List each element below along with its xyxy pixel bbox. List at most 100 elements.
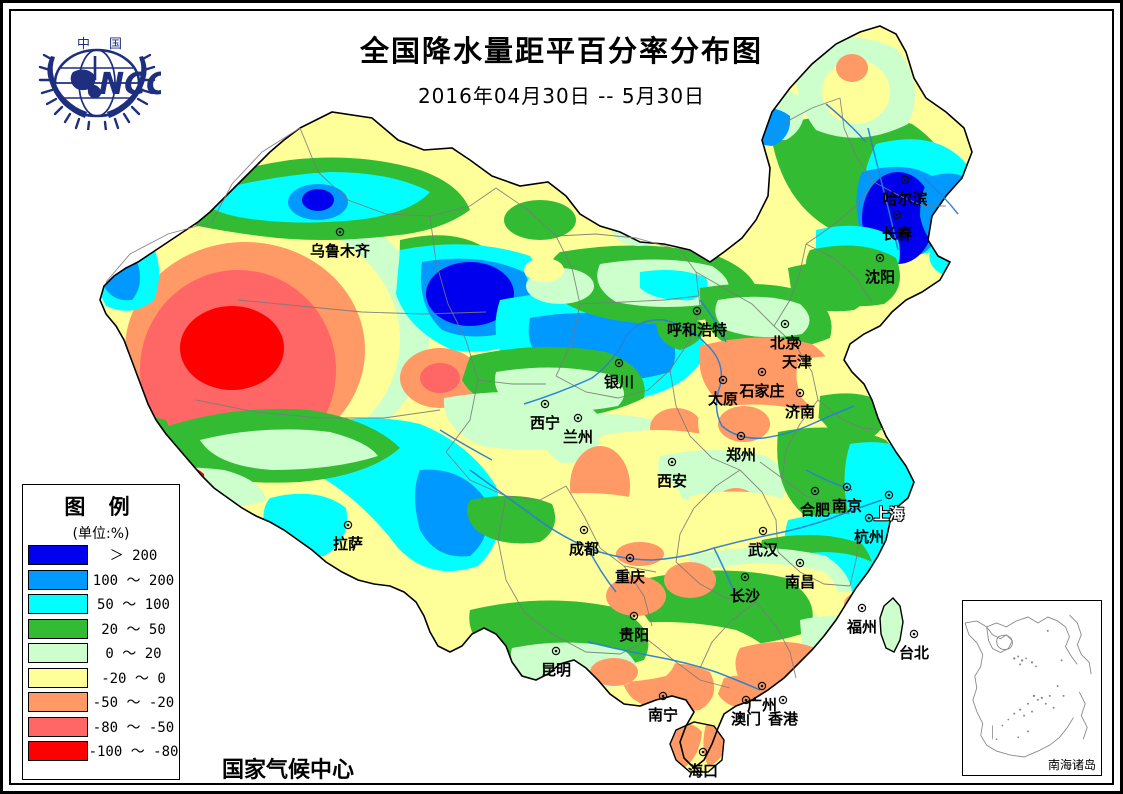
city-dot [857,603,867,613]
legend-swatch [28,741,88,762]
city-dot [718,375,728,385]
city-label: 福州 [846,618,878,636]
legend-rows: ＞ 200 100 ～ 200 50 ～ 100 20 ～ 50 0 ～ 20 -20 ～… [23,543,179,764]
city-label: 台北 [898,644,930,662]
city-label: 乌鲁木齐 [309,242,371,260]
city-dot [792,338,802,348]
legend-label: ＞ 200 [109,548,158,565]
city-dot [741,695,751,705]
inner-frame [9,9,1114,785]
attribution-text: 国家气候中心 [222,758,355,783]
legend-row: -50 ～ -20 [28,690,179,715]
city-dot [540,399,550,409]
legend-swatch [28,545,88,566]
city-dot [909,629,919,639]
legend-row: 100 ～ 200 [28,568,179,593]
logo-acronym: NCC [99,67,161,102]
city-label: 沈阳 [864,268,896,286]
page-subtitle: 2016年04月30日 -- 5月30日 [417,84,706,108]
taiwan-outline [879,597,904,653]
legend-label: -100 ～ -80 [88,744,179,761]
city-label: 杭州 [853,528,885,546]
city-label: 南京 [831,497,863,515]
legend-label: -50 ～ -20 [92,695,175,712]
city-dot [757,681,767,691]
city-label: 西宁 [529,414,561,432]
city-label: 济南 [784,403,816,421]
city-dot [692,306,702,316]
legend-row: -80 ～ -50 [28,715,179,740]
legend-swatch [28,667,88,688]
legend-swatch [28,643,88,664]
city-dot [757,367,767,377]
ncc-logo: 中 国 NCC [33,26,168,133]
legend-label: -80 ～ -50 [92,719,175,736]
city-dot [614,358,624,368]
legend-row: 50 ～ 100 [28,592,179,617]
city-dot [629,611,639,621]
city-markers [335,175,919,757]
city-label: 太原 [707,390,739,408]
legend-swatch [28,692,88,713]
legend-swatch [28,618,88,639]
legend-row: 20 ～ 50 [28,617,179,642]
legend-swatch [28,716,88,737]
city-label: 武汉 [747,541,779,559]
city-dot [698,747,708,757]
city-label: 兰州 [562,428,594,446]
city-dot [900,175,910,185]
city-dot [892,210,902,220]
legend-label: 20 ～ 50 [101,621,166,638]
city-label: 香港 [767,710,799,728]
city-label: 长春 [881,225,913,243]
legend-row: -100 ～ -80 [28,739,179,764]
legend-label: -20 ～ 0 [101,670,166,687]
logo-char-guo: 国 [109,37,122,52]
city-dot [780,319,790,329]
city-dot [551,646,561,656]
rivers [439,103,959,691]
city-label: 银川 [603,373,635,391]
legend-row: ＞ 200 [28,543,179,568]
legend-row: -20 ～ 0 [28,666,179,691]
city-dot [795,388,805,398]
legend-label: 0 ～ 20 [105,646,162,663]
city-dot [875,253,885,263]
city-dot [810,486,820,496]
legend-unit: (单位:%) [72,526,130,542]
city-dot [625,553,635,563]
city-dot [758,526,768,536]
logo-char-zhong: 中 [77,37,90,52]
city-label: 哈尔滨 [882,190,928,208]
legend-row: 0 ～ 20 [28,641,179,666]
city-dot [864,513,874,523]
hainan-outline [669,721,725,773]
taiwan-fill [880,598,903,652]
legend-label: 100 ～ 200 [92,572,175,589]
legend-swatch [28,569,88,590]
national-boundary [99,25,973,770]
city-label: 南昌 [784,573,816,591]
city-label: 郑州 [725,446,757,464]
south-china-sea-inset: 南海诸岛 [962,600,1102,776]
province-boundaries [105,97,946,689]
page-title: 全国降水量距平百分率分布图 [359,34,763,68]
city-label: 南宁 [647,706,679,724]
city-dot [667,457,677,467]
city-dot [579,525,589,535]
legend-label: 50 ～ 100 [96,597,170,614]
city-label: 上海 [873,505,905,523]
city-label: 长沙 [729,587,761,605]
city-dot [573,413,583,423]
city-dot [736,431,746,441]
city-label: 北京 [769,334,801,352]
city-label: 合肥 [799,501,831,519]
city-dot [740,572,750,582]
city-label: 西安 [656,472,688,490]
city-label: 呼和浩特 [666,321,728,339]
city-label: 成都 [568,540,600,558]
legend-panel: 图 例 (单位:%) ＞ 200 100 ～ 200 50 ～ 100 20 ～ 50… [22,484,180,780]
city-label: 贵阳 [618,626,650,644]
